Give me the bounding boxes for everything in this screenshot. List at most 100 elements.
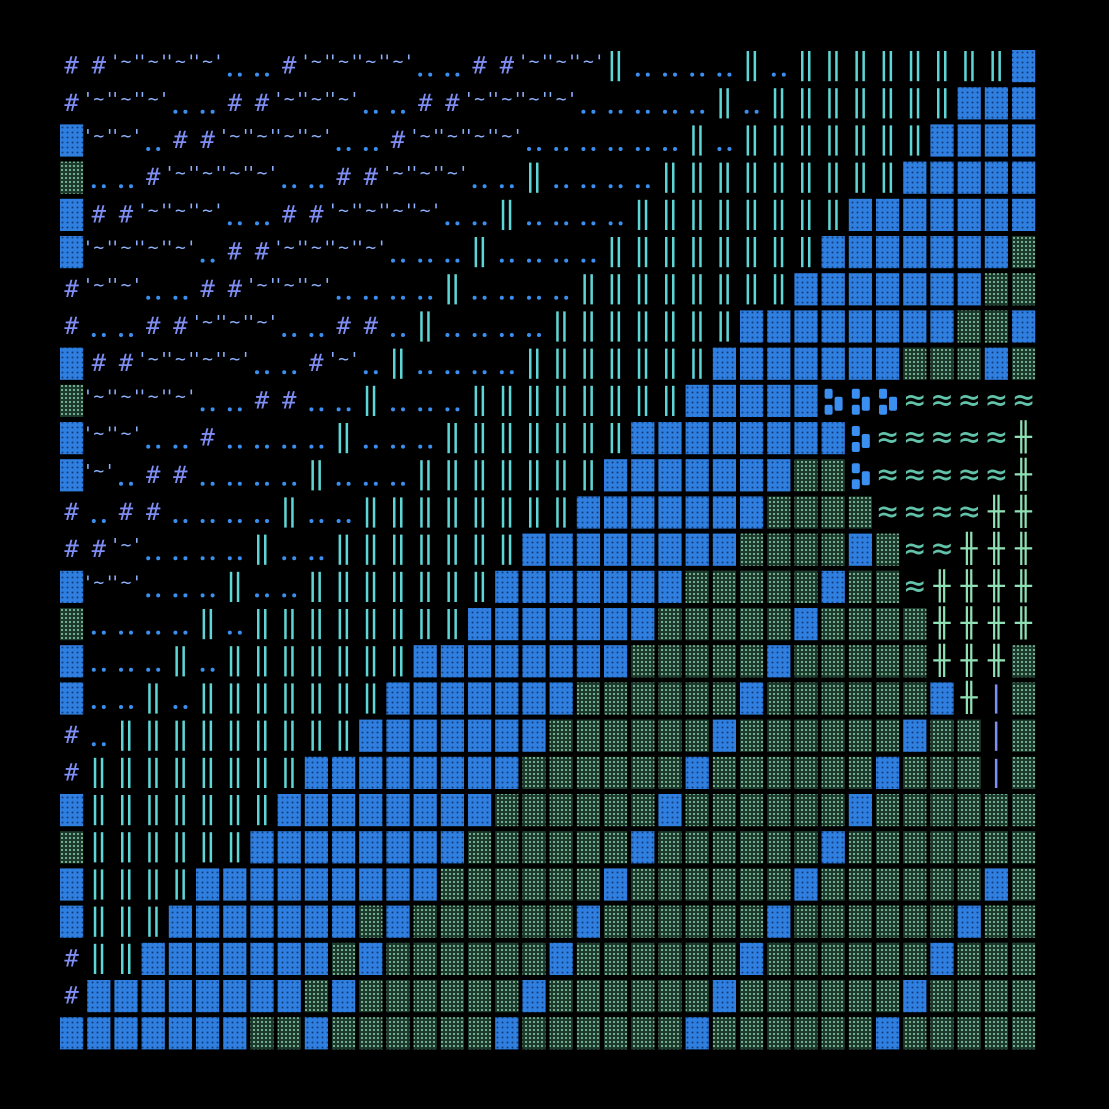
dot-mark [91,184,96,189]
bar-stroke [148,906,151,937]
bar-stroke [808,237,811,268]
dither-cell [631,645,655,678]
bar-stroke [746,162,750,193]
dither-cell [658,942,682,975]
dither-cell [957,756,981,789]
block-cell [304,794,328,827]
dot-mark [309,407,314,412]
dot-mark [363,370,368,375]
dot-mark [391,295,395,300]
dot-mark [309,184,314,189]
chain-link [861,434,870,448]
bar-stroke [665,348,668,379]
block-cell [332,794,356,827]
dither-cell [712,1017,736,1050]
cross-glyph: ╫ [987,568,1006,602]
hash-glyph: # [500,52,515,80]
block-cell [168,905,192,938]
chain-link [824,404,833,415]
tilde-glyph: '~' [246,275,279,296]
cross-glyph: ╫ [987,643,1006,677]
bar-stroke [128,720,131,751]
block-cell [359,719,383,752]
dither-cell [576,942,600,975]
dot-mark [537,147,541,151]
dot-mark [445,333,450,337]
tilde-glyph: '~' [436,126,469,147]
bar-stroke [400,646,403,677]
block-cell [794,422,818,455]
dot-mark [663,72,667,77]
tilde-glyph: '~' [327,52,360,73]
dot-mark [319,333,324,337]
cross-glyph: ╫ [933,606,952,640]
dither-cell [794,756,818,789]
dot-mark [373,295,378,300]
bar-stroke [536,385,539,416]
dither-cell [440,1017,464,1050]
bar-stroke [284,757,287,788]
bar-stroke [719,274,722,305]
bar-stroke [291,497,294,528]
dot-mark [482,221,487,226]
block-cell [440,794,464,827]
tilde-glyph: '~' [327,349,360,370]
tilde-glyph: '~' [273,275,306,296]
bar-stroke [556,311,559,342]
tilde-glyph: '~' [463,89,496,110]
bar-stroke [753,162,757,193]
bar-stroke [692,199,695,230]
dot-mark [173,556,178,561]
bar-stroke [719,88,722,119]
dither-cell [60,384,84,417]
dot-mark [363,444,368,449]
dither-cell [767,942,791,975]
bar-stroke [916,51,920,82]
block-cell [549,942,573,975]
block-cell [60,794,84,827]
bar-stroke [719,311,722,342]
bar-stroke [155,869,158,900]
bar-stroke [400,534,403,565]
dither-cell [712,868,736,901]
block-cell [277,868,301,901]
block-cell [1012,87,1036,120]
bar-stroke [937,88,940,119]
dither-cell [549,719,573,752]
bar-stroke [345,683,349,714]
bar-stroke [128,906,131,937]
dither-cell [876,831,900,864]
block-cell [740,347,764,380]
bar-stroke [155,720,158,751]
dither-cell [631,756,655,789]
tilde-glyph: '~' [327,238,360,259]
dot-mark [564,295,569,300]
block-cell [984,868,1008,901]
dither-cell [821,682,845,715]
bar-stroke [420,497,423,528]
dot-mark [428,258,433,263]
bar-stroke [93,943,97,974]
dot-mark [237,407,242,412]
tilde-glyph: '~' [83,386,116,407]
bar-stroke [828,162,831,193]
block-cell [223,942,247,975]
dot-mark [255,481,259,486]
cross-glyph: ╫ [1014,457,1033,491]
block-cell [141,942,165,975]
dot-mark [618,109,623,114]
bar-stroke [365,571,369,602]
bar-stroke [590,460,593,491]
tilde-glyph: '~' [191,349,224,370]
bar-stroke [801,125,804,156]
bar-stroke [835,162,838,193]
dither-cell [1012,273,1036,306]
block-cell [876,236,900,269]
bar-stroke [148,832,151,863]
block-cell [821,422,845,455]
bar-stroke [318,646,321,677]
bar-stroke [175,720,178,751]
bar-stroke [345,720,349,751]
bar-stroke [780,125,784,156]
dot-mark [645,147,650,151]
